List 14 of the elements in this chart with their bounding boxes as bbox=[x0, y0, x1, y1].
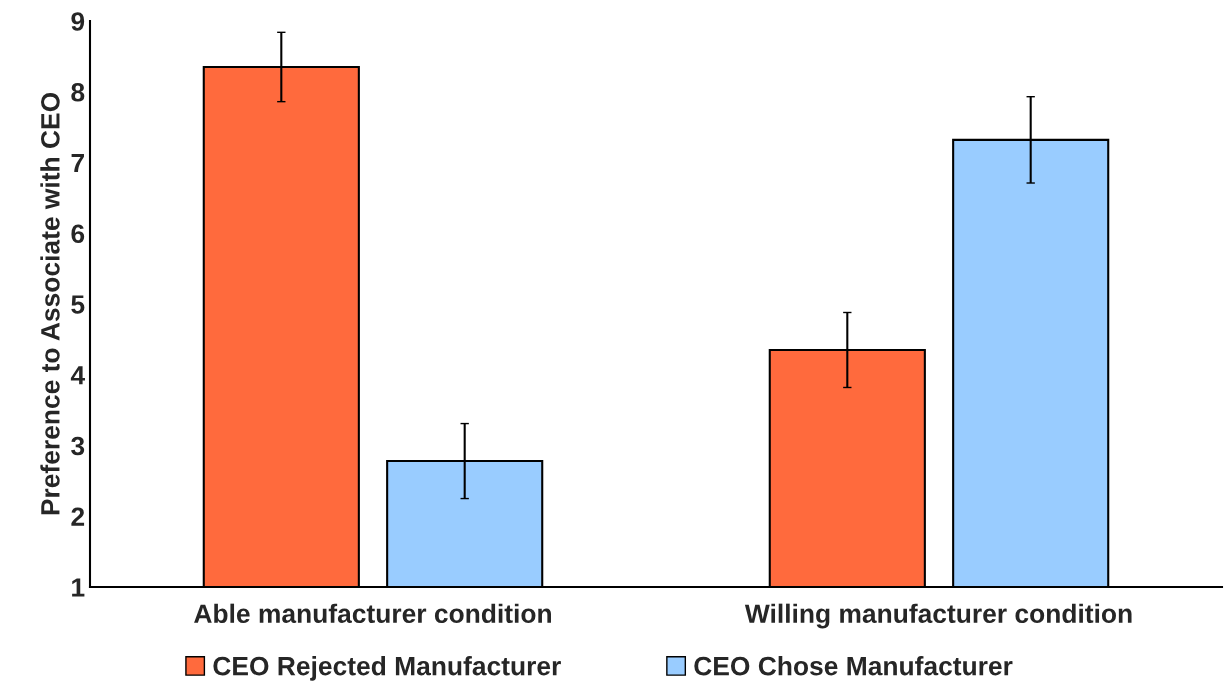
y-tick-label: 7 bbox=[71, 153, 84, 173]
y-tick-label: 9 bbox=[71, 12, 85, 31]
y-tick-label: 5 bbox=[71, 295, 85, 314]
x-tick-label: Willing manufacturer condition bbox=[744, 603, 1132, 629]
x-tick-label: Able manufacturer condition bbox=[194, 603, 551, 624]
legend-label: CEO Rejected Manufacturer bbox=[213, 656, 561, 681]
y-tick-label: 2 bbox=[71, 507, 85, 526]
y-tick-label: 3 bbox=[71, 436, 85, 456]
y-tick-label: 8 bbox=[71, 82, 85, 102]
y-tick-label: 4 bbox=[70, 366, 85, 385]
y-tick-label: 6 bbox=[71, 224, 85, 244]
legend-label: CEO Chose Manufacturer bbox=[694, 656, 1013, 676]
y-axis-title: Preference to Associate with CEO bbox=[40, 92, 60, 515]
y-tick-label: 1 bbox=[72, 578, 85, 597]
